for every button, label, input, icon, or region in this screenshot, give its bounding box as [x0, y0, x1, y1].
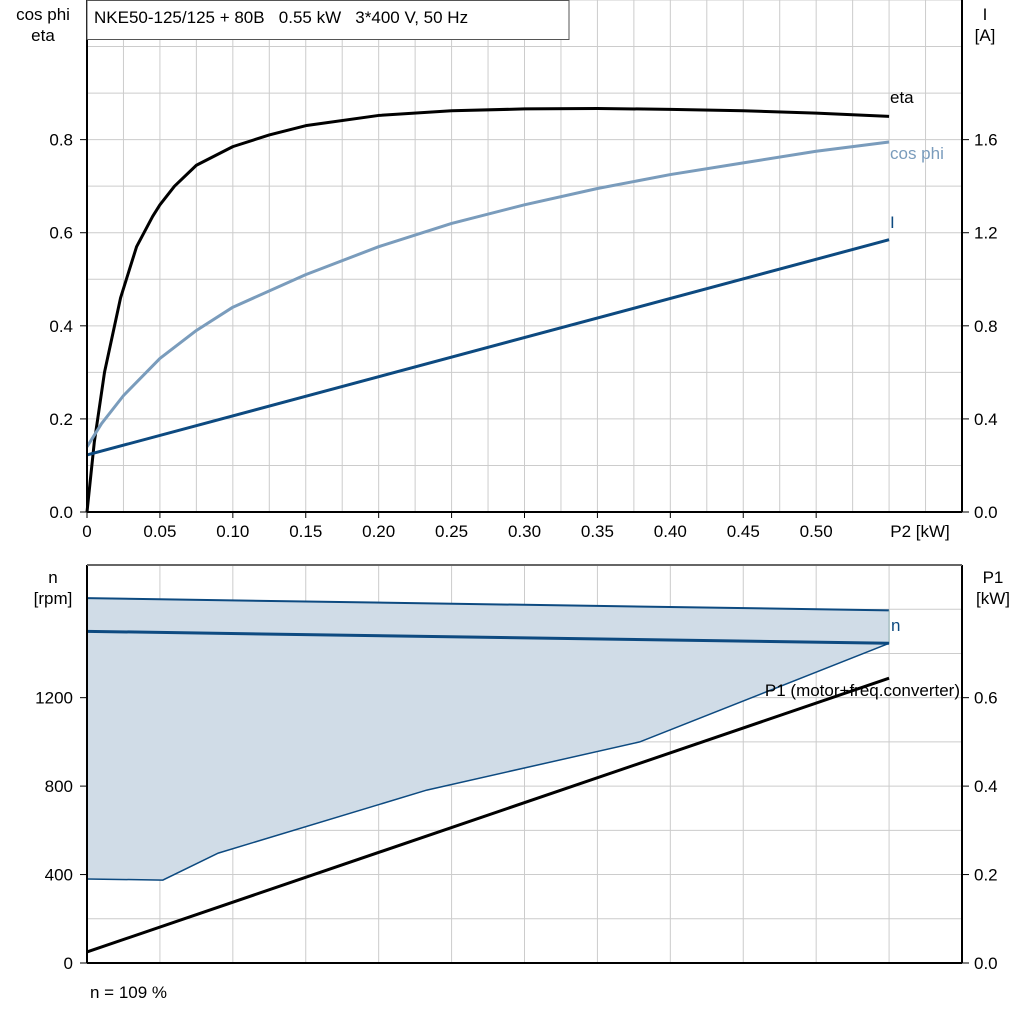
y-right-tick-label: 1.6 — [974, 131, 998, 150]
y-right-tick-label: 0.8 — [974, 317, 998, 336]
n-curve — [86, 629, 890, 645]
x-tick-label: 0.25 — [435, 522, 468, 541]
y-left-tick-label: 0.8 — [49, 131, 73, 150]
y-right-tick-label: 0.2 — [974, 866, 998, 885]
label-eta: eta — [890, 88, 914, 107]
p1-curve — [86, 676, 890, 954]
cos-phi-curve — [85, 140, 890, 448]
title-box — [86, 0, 570, 40]
top-right-ylabel-1: I — [983, 5, 988, 24]
x-tick-label: 0.20 — [362, 522, 395, 541]
y-left-tick-label: 800 — [45, 777, 73, 796]
chart-title: NKE50-125/125 + 80B 0.55 kW 3*400 V, 50 … — [94, 8, 468, 27]
x-tick-label: 0.05 — [143, 522, 176, 541]
y-right-tick-label: 1.2 — [974, 224, 998, 243]
bottom-left-ylabel-1: n — [48, 568, 57, 587]
x-tick-label: 0.10 — [216, 522, 249, 541]
bottom-left-ylabel-2: [rpm] — [34, 589, 73, 608]
top-left-ylabel-1: cos phi — [16, 5, 70, 24]
x-axis-label: P2 [kW] — [890, 522, 950, 541]
x-tick-label: 0.45 — [727, 522, 760, 541]
speed-annotation: n = 109 % — [90, 983, 167, 1002]
y-left-tick-label: 0 — [64, 954, 73, 973]
y-left-tick-label: 0.2 — [49, 410, 73, 429]
axes: 0.0 0.2 0.4 0.6 0.8 0.0 0.4 0.8 1.2 1.6 0 400 800 120… — [35, 0, 998, 973]
x-tick-label: 0.35 — [581, 522, 614, 541]
bottom-right-ylabel-2: [kW] — [976, 589, 1010, 608]
x-tick-label: 0.50 — [800, 522, 833, 541]
y-left-tick-label: 400 — [45, 866, 73, 885]
label-n: n — [891, 616, 900, 635]
x-tick-label: 0.40 — [654, 522, 687, 541]
bottom-right-ylabel-1: P1 — [983, 568, 1004, 587]
x-tick-label: 0.30 — [508, 522, 541, 541]
y-right-tick-label: 0.6 — [974, 689, 998, 708]
y-right-tick-label: 0.4 — [974, 777, 998, 796]
label-p1: P1 (motor+freq.converter) — [765, 681, 960, 700]
x-tick-label: 0.15 — [289, 522, 322, 541]
label-current: I — [890, 213, 895, 232]
current-curve — [86, 238, 890, 457]
n-max-line — [86, 597, 890, 612]
eta-curve — [85, 106, 890, 513]
n-operating-range — [87, 598, 890, 881]
chart-marks — [85, 106, 890, 954]
x-tick-label: 0 — [82, 522, 91, 541]
label-cos-phi: cos phi — [890, 144, 944, 163]
top-right-ylabel-2: [A] — [975, 26, 996, 45]
y-left-tick-label: 0.0 — [49, 503, 73, 522]
y-left-tick-label: 1200 — [35, 689, 73, 708]
n-min-line — [86, 642, 890, 881]
y-left-tick-label: 0.6 — [49, 224, 73, 243]
y-right-tick-label: 0.0 — [974, 503, 998, 522]
top-left-ylabel-2: eta — [31, 26, 55, 45]
y-right-tick-label: 0.4 — [974, 410, 998, 429]
y-right-tick-label: 0.0 — [974, 954, 998, 973]
y-left-tick-label: 0.4 — [49, 317, 73, 336]
top-grid — [87, 0, 962, 512]
